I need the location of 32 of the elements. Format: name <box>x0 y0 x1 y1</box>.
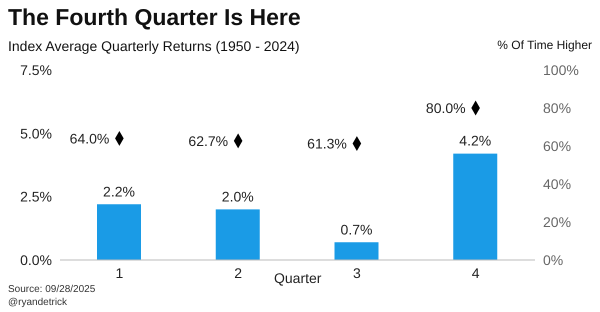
source-note: Source: 09/28/2025 <box>8 284 96 295</box>
data-label: 4.2% <box>459 132 492 149</box>
x-axis-title: Quarter <box>274 270 322 286</box>
y-tick-label: 0.0% <box>20 252 52 268</box>
text: @ryandetrick <box>8 297 68 308</box>
data-label: 61.3% <box>307 136 347 152</box>
y2-tick-label: 60% <box>543 138 572 154</box>
data-label: 2.2% <box>103 183 135 200</box>
chart-subtitle: Index Average Quarterly Returns (1950 - 2024) <box>8 38 300 54</box>
y-tick-label: 7.5% <box>20 62 52 78</box>
x-tick-label: 3 <box>352 264 361 281</box>
y-tick-label: 5.0% <box>20 125 52 142</box>
y2-tick-label: 40% <box>543 176 572 192</box>
data-label: 80.0% <box>426 100 466 116</box>
bar <box>97 204 141 260</box>
bar <box>334 242 378 260</box>
data-label: 62.7% <box>188 132 228 149</box>
data-label: 2.0% <box>222 188 254 204</box>
x-tick-label: 2 <box>234 264 242 281</box>
x-tick-label: 1 <box>115 264 124 281</box>
bar <box>216 209 260 260</box>
y2-tick-label: 100% <box>543 62 579 78</box>
data-label: 0.7% <box>340 221 372 238</box>
y2-tick-label: 20% <box>543 214 572 230</box>
x-tick-label: 4 <box>472 264 480 281</box>
chart-title: The Fourth Quarter Is Here <box>8 4 301 31</box>
bar <box>453 154 498 260</box>
y2-tick-label: 80% <box>543 100 572 116</box>
data-label: 64.0% <box>70 130 110 146</box>
y-tick-label: 2.5% <box>20 188 52 205</box>
y2-tick-label: 0% <box>543 252 564 268</box>
y2-axis-title: % Of Time Higher <box>497 38 592 52</box>
